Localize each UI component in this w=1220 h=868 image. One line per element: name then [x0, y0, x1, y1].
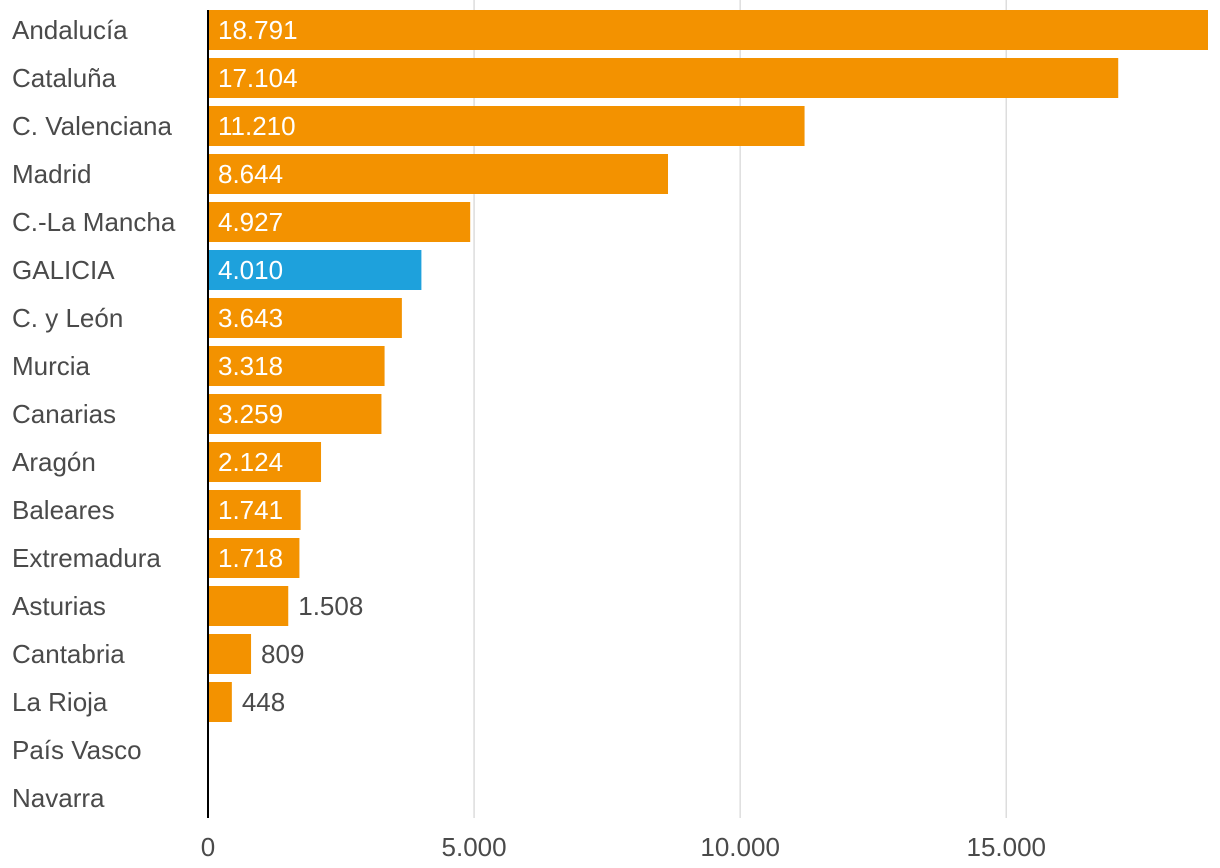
category-label: Asturias — [12, 591, 106, 621]
bar — [208, 10, 1208, 50]
category-label: C. y León — [12, 303, 123, 333]
category-label: País Vasco — [12, 735, 142, 765]
x-tick-label: 15.000 — [966, 832, 1046, 862]
x-tick-label: 0 — [201, 832, 215, 862]
value-label: 1.718 — [218, 543, 283, 573]
bar — [208, 346, 385, 386]
value-label: 2.124 — [218, 447, 283, 477]
category-label: Extremadura — [12, 543, 161, 573]
value-label: 3.259 — [218, 399, 283, 429]
value-label: 448 — [242, 687, 285, 717]
bar — [208, 586, 289, 626]
bar — [208, 682, 232, 722]
value-label: 1.741 — [218, 495, 283, 525]
category-label: Cataluña — [12, 63, 117, 93]
category-label: Canarias — [12, 399, 116, 429]
category-label: Navarra — [12, 783, 105, 813]
bar-highlighted — [208, 250, 422, 290]
value-label: 11.210 — [218, 111, 296, 141]
bar — [208, 298, 402, 338]
bar — [208, 394, 382, 434]
value-label: 3.643 — [218, 303, 283, 333]
category-label: C. Valenciana — [12, 111, 172, 141]
value-labels: 18.791 17.104 11.210 8.644 4.927 4.010 3.643 3.… — [218, 15, 363, 717]
category-label: Andalucía — [12, 15, 128, 45]
x-axis-tick-labels: 0 5.000 10.000 15.000 — [201, 832, 1046, 862]
bar — [208, 154, 669, 194]
bar — [208, 202, 471, 242]
category-labels: Andalucía Cataluña C. Valenciana Madrid C.-L… — [12, 15, 176, 813]
value-label: 1.508 — [298, 591, 363, 621]
value-label: 809 — [261, 639, 304, 669]
bar — [208, 634, 252, 674]
bars — [208, 10, 1208, 722]
value-label: 8.644 — [218, 159, 283, 189]
bar — [208, 490, 301, 530]
value-label: 17.104 — [218, 63, 298, 93]
category-label: C.-La Mancha — [12, 207, 176, 237]
x-tick-label: 5.000 — [442, 832, 507, 862]
bar — [208, 106, 805, 146]
value-label: 18.791 — [218, 15, 298, 45]
value-label: 4.010 — [218, 255, 283, 285]
category-label: La Rioja — [12, 687, 108, 717]
bar — [208, 442, 322, 482]
value-label: 3.318 — [218, 351, 283, 381]
bar — [208, 58, 1119, 98]
category-label: GALICIA — [12, 255, 115, 285]
category-label: Aragón — [12, 447, 96, 477]
bar — [208, 538, 300, 578]
category-label: Baleares — [12, 495, 115, 525]
category-label: Cantabria — [12, 639, 125, 669]
category-label: Madrid — [12, 159, 91, 189]
x-tick-label: 10.000 — [700, 832, 780, 862]
value-label: 4.927 — [218, 207, 283, 237]
category-label: Murcia — [12, 351, 91, 381]
